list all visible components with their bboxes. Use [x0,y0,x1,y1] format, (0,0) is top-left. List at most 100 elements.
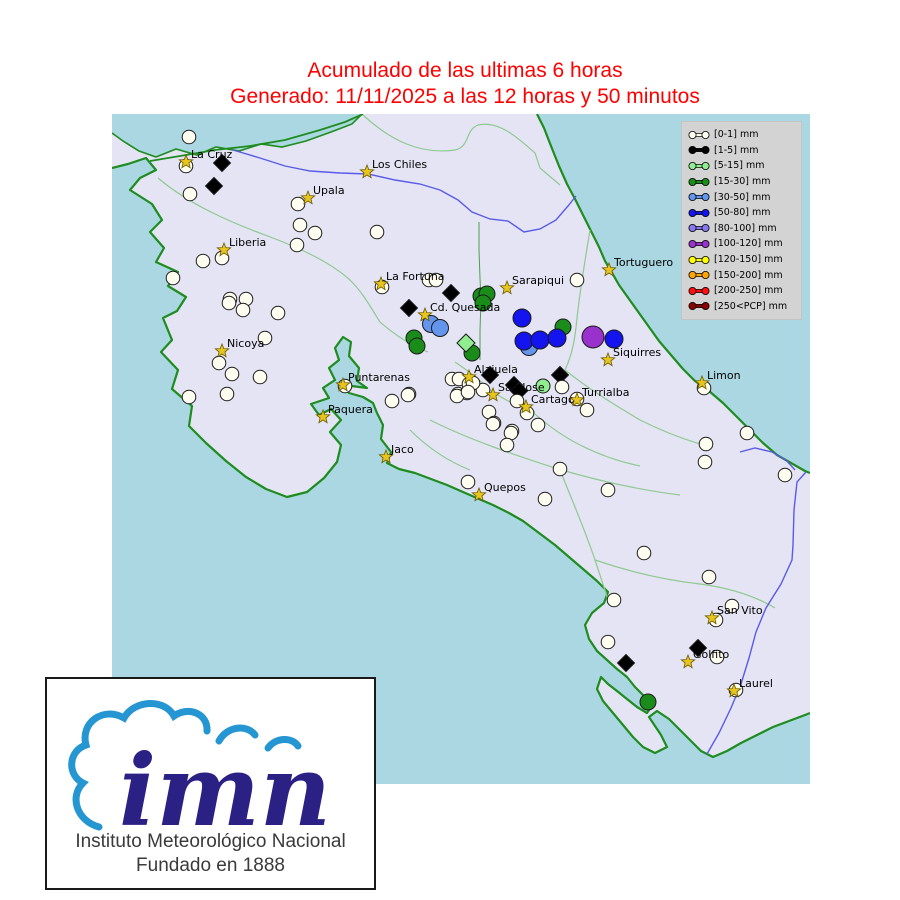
map-title: Acumulado de las ultimas 6 horas Generad… [0,58,900,110]
station-white-0-1mm [219,386,235,402]
station-white-0-1mm [257,330,273,346]
legend-dot-left [688,208,697,217]
station-white-0-1mm [530,417,546,433]
station-darkgreen-15-30mm [639,693,657,711]
legend-label: [250<PCP] mm [714,300,788,312]
station-lightgreen-diamond-5-15mm [456,333,476,353]
city-star-icon [485,386,501,402]
city-label: La Fortuna [386,270,445,283]
station-white-0-1mm [211,355,227,371]
legend-dot-right [701,161,710,170]
legend-dumbbell-icon [688,255,710,264]
legend-row: [250<PCP] mm [688,299,797,315]
city-star-icon [315,408,331,424]
legend-dumbbell-icon [688,130,710,139]
station-white-0-1mm [475,382,491,398]
legend-label: [30-50] mm [714,191,771,203]
station-white-0-1mm [600,634,616,650]
city-labels-layer: La Cruz Los Chiles Upala Liberia Tortuguero L… [178,148,773,698]
station-black-diamond-1-5mm [399,298,419,318]
legend-dumbbell-icon [688,161,710,170]
legend-dot-right [701,146,710,155]
city-star-icon [680,653,696,669]
city-label: Paquera [328,403,373,416]
city-label: Liberia [229,236,266,249]
legend-dot-left [688,161,697,170]
legend-dot-left [688,130,697,139]
station-black-diamond-1-5mm [212,153,232,173]
city-star-icon [726,682,742,698]
legend-dumbbell-icon [688,208,710,217]
city-star-icon [417,306,433,322]
station-white-0-1mm [777,467,793,483]
station-white-0-1mm [400,387,416,403]
station-white-0-1mm [292,217,308,233]
city-star-icon [216,241,232,257]
legend-dot-left [688,271,697,280]
city-star-icon [214,342,230,358]
station-blue-50-80mm [514,331,534,351]
logo-founded-text: Fundado en 1888 [136,855,285,876]
legend-dot-left [688,255,697,264]
logo-institute-name: Instituto Meteorológico Nacional [75,831,346,852]
legend-dumbbell-icon [688,177,710,186]
station-black-diamond-1-5mm [204,176,224,196]
city-label: Siquirres [613,346,661,359]
station-black-diamond-1-5mm [441,283,461,303]
legend-dot-right [701,130,710,139]
city-label: San Jose [498,381,545,394]
station-white-0-1mm [499,437,515,453]
city-label: Alajuela [474,363,518,376]
legend-dumbbell-icon [688,239,710,248]
legend-dumbbell-icon [688,286,710,295]
city-label: Quepos [484,481,526,494]
legend-row: [1-5] mm [688,143,797,159]
rainfall-legend: [0-1] mm [1-5] mm [5-15] mm [15-30] mm [30-5… [681,121,802,321]
city-label: Tortuguero [613,256,673,269]
legend-dot-right [701,302,710,311]
city-label: Laurel [739,677,773,690]
city-star-icon [335,376,351,392]
city-star-icon [569,391,585,407]
city-label: Cd. Quesada [430,301,500,314]
station-white-0-1mm [181,389,197,405]
station-white-0-1mm [569,272,585,288]
legend-dot-left [688,224,697,233]
station-white-0-1mm [739,425,755,441]
legend-dumbbell-icon [688,193,710,202]
station-white-0-1mm [290,196,306,212]
pacific-coastline [112,156,810,759]
station-white-0-1mm [270,305,286,321]
legend-label: [15-30] mm [714,176,771,188]
legend-dot-right [701,255,710,264]
legend-dumbbell-icon [688,224,710,233]
station-blue-50-80mm [530,330,550,350]
station-white-0-1mm [182,186,198,202]
lake-nicaragua [112,114,362,157]
station-white-0-1mm [460,384,476,400]
station-white-0-1mm [165,270,181,286]
station-white-0-1mm [235,302,251,318]
station-white-0-1mm [698,436,714,452]
legend-dot-left [688,302,697,311]
legend-dot-right [701,208,710,217]
city-label: San Vito [717,604,763,617]
caribbean-coastline [536,114,810,475]
station-darkgreen-15-30mm [408,337,426,355]
city-label: Puntarenas [348,371,410,384]
legend-dot-left [688,177,697,186]
station-darkgreen-15-30mm [474,294,492,312]
legend-dot-right [701,271,710,280]
legend-label: [200-250] mm [714,285,783,297]
legend-dot-left [688,193,697,202]
station-white-0-1mm [369,224,385,240]
station-black-diamond-1-5mm [616,653,636,673]
legend-label: [50-80] mm [714,207,771,219]
legend-label: [5-15] mm [714,160,765,172]
station-white-0-1mm [552,461,568,477]
rivers-and-blue-borders [232,149,807,755]
legend-row: [150-200] mm [688,267,797,283]
station-white-0-1mm [485,416,501,432]
legend-dot-right [701,177,710,186]
station-white-0-1mm [221,295,237,311]
